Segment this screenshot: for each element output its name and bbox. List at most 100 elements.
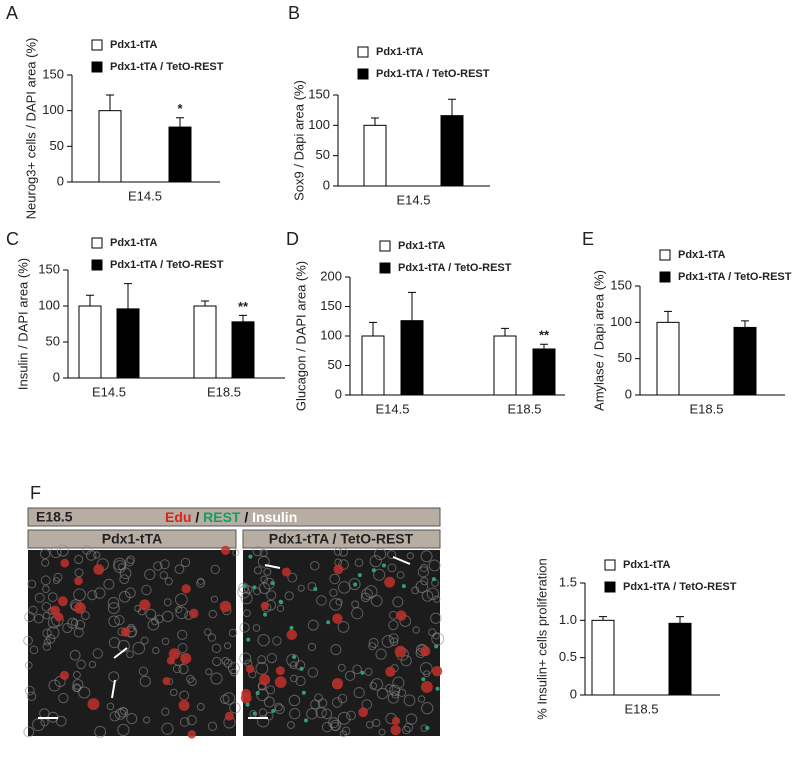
- cell: [290, 674, 298, 683]
- error-bar: [448, 98, 456, 116]
- nucleus: [394, 645, 407, 658]
- y-tick-label: 0: [625, 386, 632, 401]
- nucleus: [391, 716, 401, 726]
- cell: [396, 571, 405, 579]
- bar: [168, 126, 192, 183]
- legend-label: Pdx1-tTA / TetO-REST: [110, 259, 224, 271]
- legend-swatch: [357, 68, 369, 80]
- cell: [239, 622, 250, 633]
- nucleus: [180, 652, 192, 664]
- cell: [432, 632, 440, 640]
- cell: [230, 668, 238, 677]
- cell: [34, 592, 45, 603]
- rest: [381, 563, 386, 568]
- rest: [360, 670, 365, 675]
- cell: [94, 587, 106, 599]
- cell: [175, 605, 183, 614]
- nucleus: [384, 576, 396, 588]
- cell: [196, 578, 206, 588]
- cell: [188, 677, 197, 686]
- cell: [310, 560, 320, 571]
- cell: [364, 585, 378, 599]
- legend-swatch: [659, 271, 671, 283]
- y-tick-label: 150: [308, 86, 330, 101]
- cell: [388, 619, 399, 631]
- cell: [378, 728, 386, 736]
- significance: *: [177, 101, 183, 116]
- cell: [203, 628, 212, 636]
- bar: [733, 326, 757, 396]
- banner: [242, 529, 441, 549]
- cell: [337, 621, 350, 633]
- legend-label: Pdx1-tTA / TetO-REST: [398, 262, 512, 274]
- nucleus: [331, 678, 344, 690]
- x-tick-label: E14.5: [397, 192, 431, 207]
- cell: [344, 670, 356, 681]
- cell: [333, 547, 342, 556]
- y-tick-label: 50: [46, 333, 60, 348]
- cell: [179, 717, 190, 727]
- cells: [23, 544, 445, 739]
- cell: [297, 584, 305, 592]
- legend-label: Pdx1-tTA / TetO-REST: [110, 61, 224, 73]
- nucleus: [395, 610, 407, 621]
- cell: [24, 661, 33, 670]
- cell: [330, 644, 342, 656]
- cell: [43, 638, 51, 646]
- cell: [265, 685, 276, 695]
- rest: [357, 573, 362, 578]
- cell: [93, 551, 101, 559]
- legend-swatch: [604, 559, 616, 571]
- nucleus: [274, 676, 287, 688]
- panel-letter: A: [6, 3, 18, 23]
- cell: [392, 676, 405, 689]
- cell: [335, 598, 343, 606]
- cell: [316, 595, 327, 606]
- cell: [47, 592, 58, 603]
- cell: [310, 699, 321, 710]
- cell: [353, 686, 365, 699]
- cell: [337, 711, 351, 725]
- legend-label: Pdx1-tTA / TetO-REST: [678, 271, 792, 283]
- cell: [229, 702, 241, 714]
- cell: [118, 590, 131, 603]
- stain: /: [244, 509, 248, 525]
- cell: [374, 547, 387, 561]
- cell: [307, 619, 319, 631]
- nucleus: [358, 707, 368, 718]
- nucleus: [332, 613, 343, 624]
- y-tick-label: 0: [57, 173, 64, 188]
- cell: [26, 691, 37, 702]
- rest: [255, 691, 260, 696]
- y-tick-label: 0.5: [559, 649, 577, 664]
- cell: [46, 626, 60, 639]
- legend-swatch: [91, 61, 103, 73]
- cell: [387, 550, 397, 560]
- legend-label: Pdx1-tTA: [376, 46, 424, 58]
- y-tick-label: 0: [323, 177, 330, 192]
- cell: [257, 633, 270, 647]
- error-bar: [676, 616, 684, 624]
- cell: [255, 662, 269, 675]
- cell: [72, 671, 81, 679]
- y-tick-label: 150: [320, 298, 342, 313]
- cell: [263, 567, 272, 576]
- cell: [55, 715, 67, 727]
- nucleus: [224, 711, 234, 721]
- cell: [152, 646, 160, 655]
- cell: [186, 715, 197, 726]
- cell: [406, 552, 414, 560]
- cell: [253, 566, 263, 575]
- cell: [242, 609, 251, 618]
- nucleus: [54, 612, 64, 622]
- error-bar: [201, 300, 209, 306]
- panel-letter: C: [6, 229, 19, 249]
- cell: [114, 615, 125, 626]
- cell: [107, 602, 120, 615]
- cell: [153, 561, 163, 571]
- y-tick-label: 100: [320, 327, 342, 342]
- cell: [141, 584, 152, 596]
- error-bar: [176, 117, 184, 128]
- cell: [82, 545, 92, 555]
- cell: [405, 713, 418, 725]
